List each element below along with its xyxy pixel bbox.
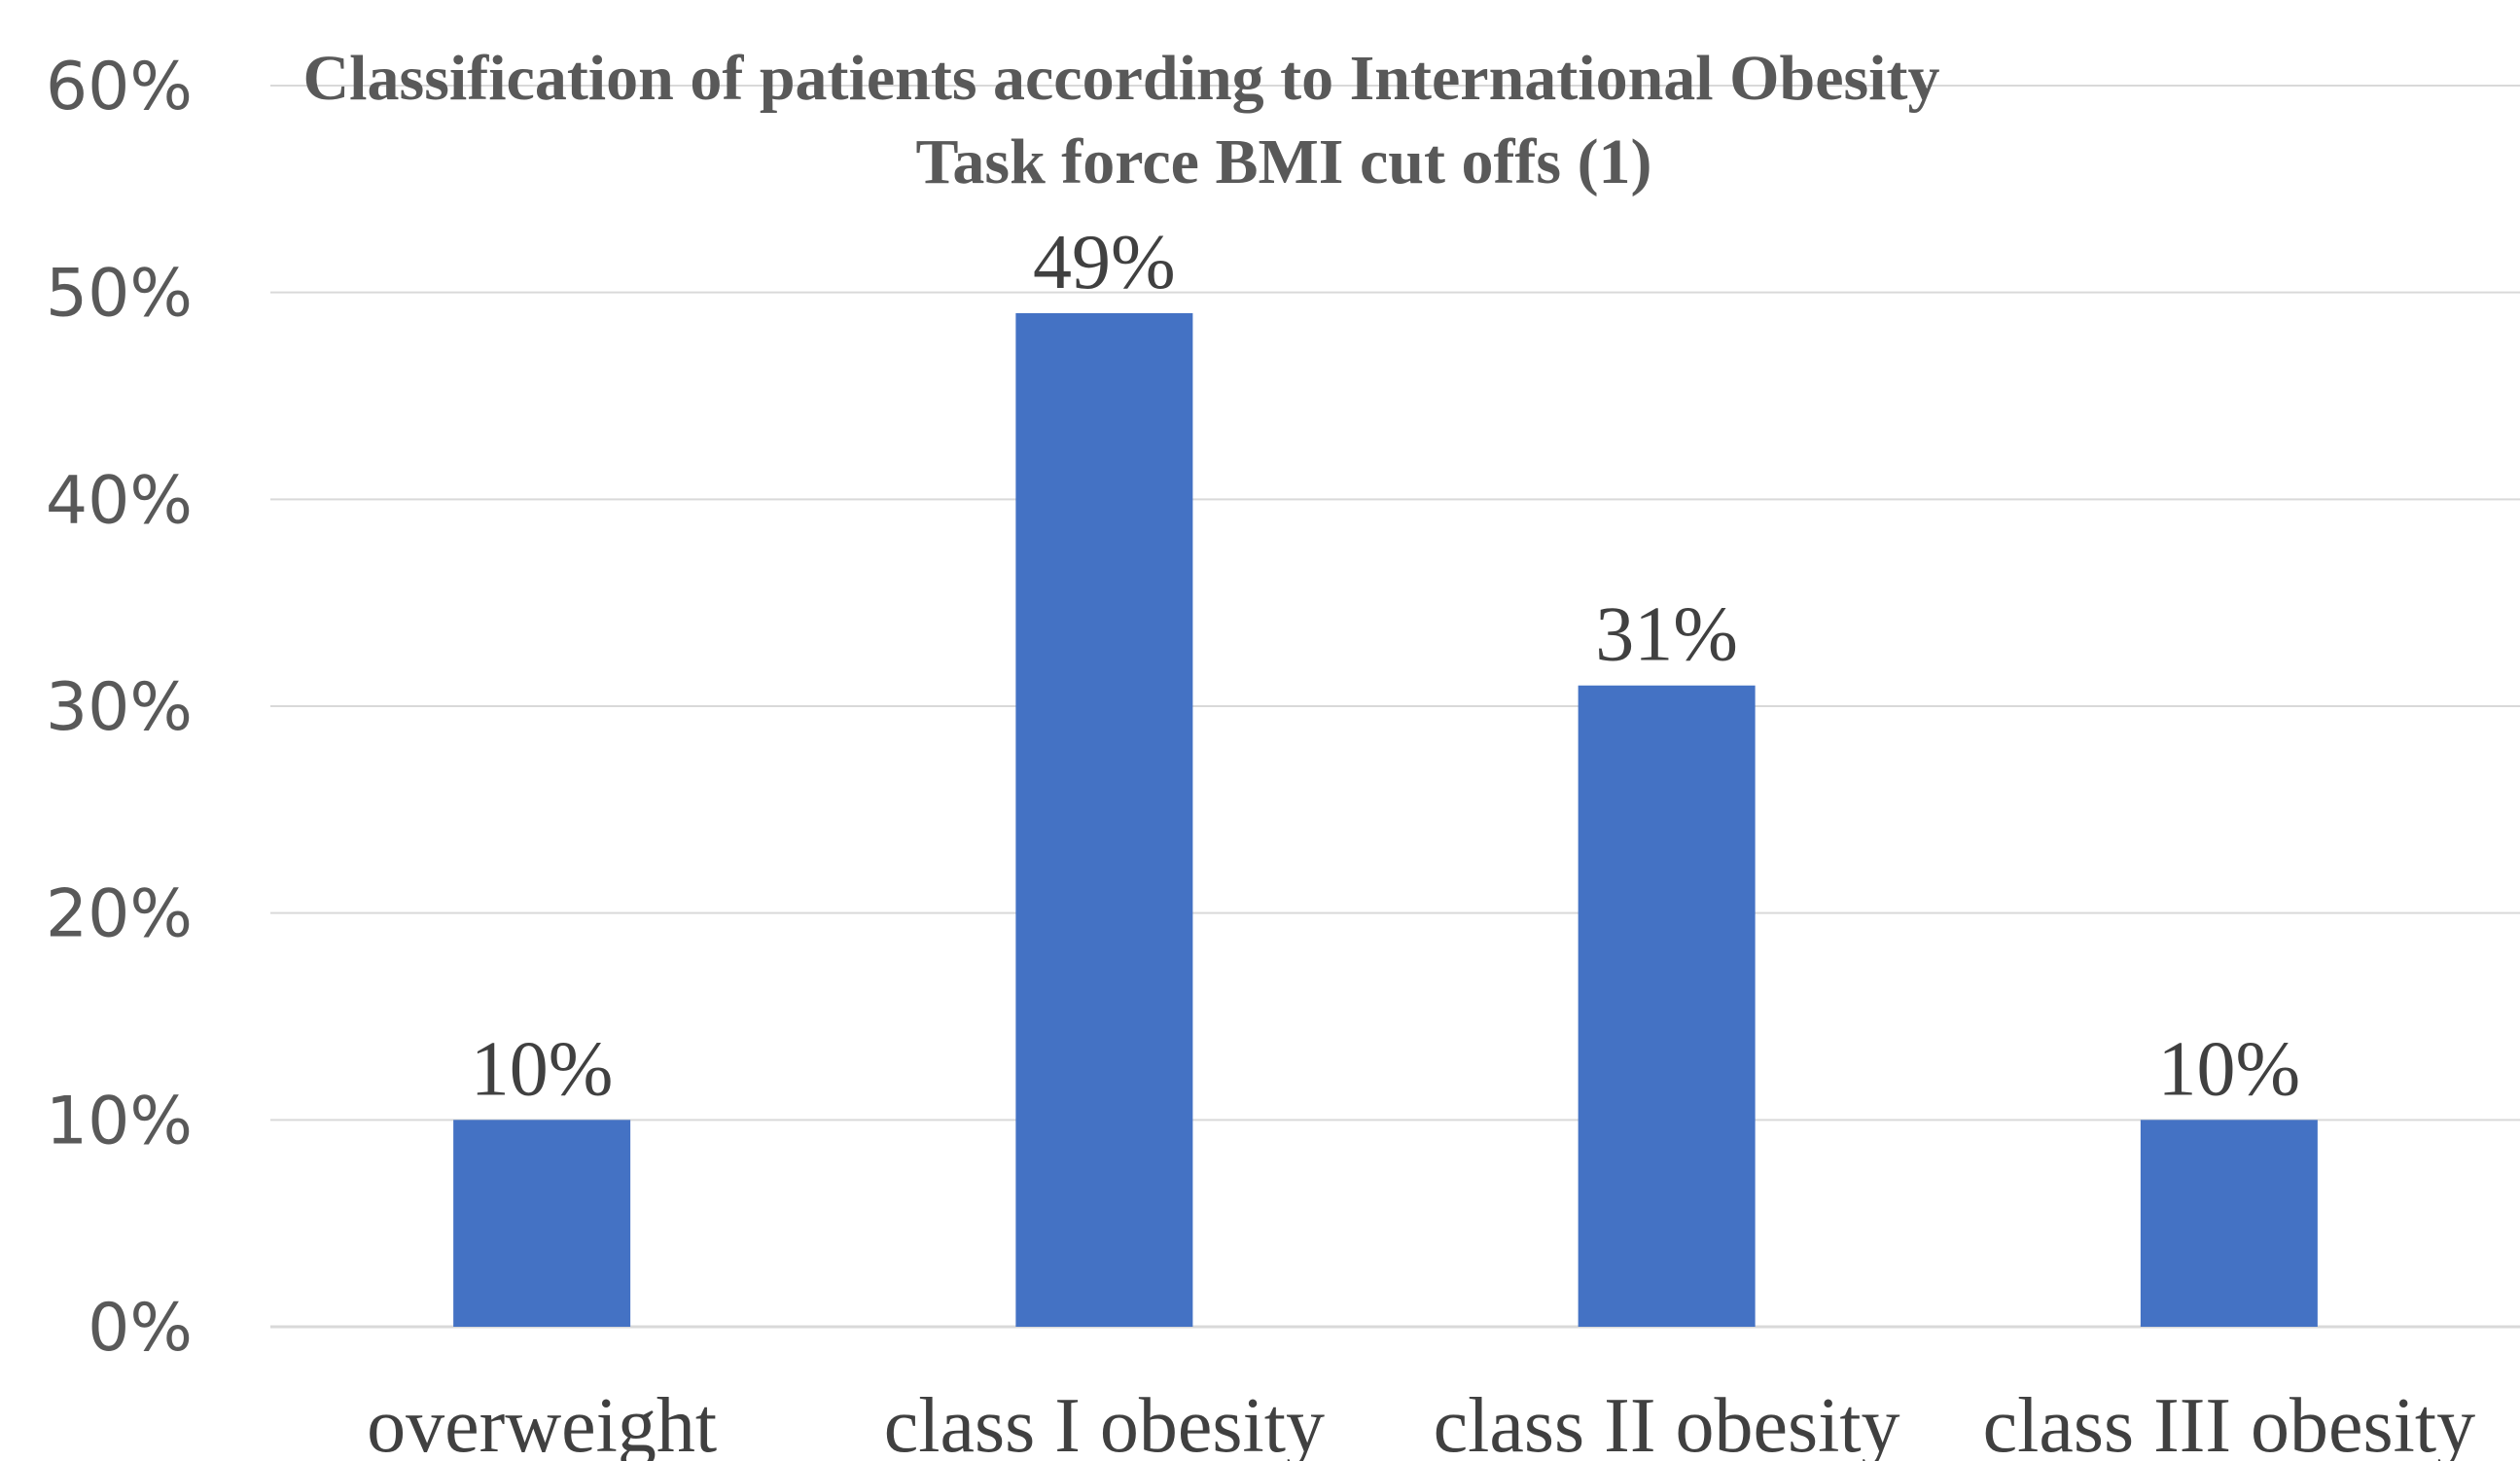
y-tick-label: 10% xyxy=(46,1083,193,1159)
bar xyxy=(2140,1120,2318,1327)
x-tick-label: class III obesity xyxy=(1983,1383,2476,1461)
y-axis-tick-labels: 0% 10% 20% 30% 40% 50% 60% xyxy=(46,49,193,1367)
data-label: 10% xyxy=(2158,1026,2301,1112)
y-tick-label: 20% xyxy=(46,876,193,953)
y-tick-label: 60% xyxy=(46,49,193,125)
y-tick-label: 0% xyxy=(88,1290,193,1367)
x-axis-tick-labels: overweight class I obesity class II obesit… xyxy=(367,1383,2475,1461)
bar xyxy=(453,1120,631,1327)
bars xyxy=(453,312,2318,1327)
chart-title-line-1: Classification of patients according to … xyxy=(303,43,1940,114)
y-tick-label: 50% xyxy=(46,256,193,333)
data-label: 31% xyxy=(1595,592,1738,678)
data-labels: 10% 49% 31% 10% xyxy=(471,220,2300,1112)
x-tick-label: class II obesity xyxy=(1434,1383,1900,1461)
y-tick-label: 30% xyxy=(46,669,193,746)
bar xyxy=(1578,685,1756,1327)
y-tick-label: 40% xyxy=(46,462,193,539)
x-tick-label: class I obesity xyxy=(884,1383,1325,1461)
chart-title-line-2: Task force BMI cut offs (1) xyxy=(915,126,1651,197)
data-label: 10% xyxy=(471,1026,614,1112)
bar xyxy=(1015,312,1193,1327)
data-label: 49% xyxy=(1033,220,1176,305)
x-tick-label: overweight xyxy=(367,1383,717,1461)
